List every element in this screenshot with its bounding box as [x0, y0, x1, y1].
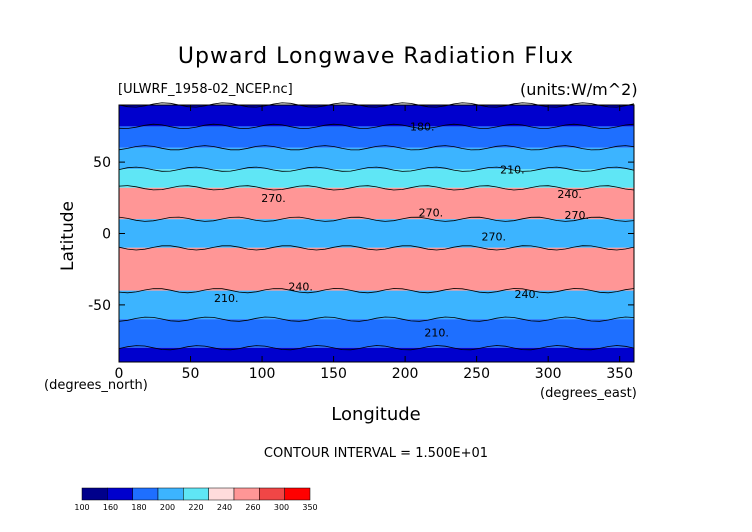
- colorbar-label-7: 300: [274, 503, 289, 512]
- contour-label-7: 240.: [288, 281, 313, 294]
- colorbar-label-2: 180: [131, 503, 146, 512]
- contour-label-3: 270.: [261, 192, 286, 205]
- contour-label-6: 270.: [482, 231, 507, 244]
- contour-line-4: [118, 185, 635, 191]
- colorbar-swatch-2: [132, 487, 159, 501]
- x-tick-label-4: 200: [392, 366, 419, 382]
- contour-label-4: 270.: [419, 206, 444, 219]
- y-axis-label: Latitude: [58, 201, 78, 271]
- y-unit-label: (degrees_north): [44, 378, 148, 393]
- heatmap-band-6: [119, 247, 634, 291]
- colorbar-label-4: 220: [188, 503, 203, 512]
- colorbar-swatch-6: [233, 487, 260, 501]
- contour-line-3: [118, 166, 635, 172]
- colorbar-label-8: 350: [302, 503, 317, 512]
- colorbar-label-6: 260: [245, 503, 260, 512]
- colorbar-label-3: 200: [160, 503, 175, 512]
- contour-line-1: [118, 123, 635, 129]
- y-tick-label-2: -50: [88, 298, 111, 314]
- x-axis-label: Longitude: [331, 404, 421, 425]
- contour-line-6: [118, 245, 635, 251]
- x-tick-label-2: 100: [249, 366, 276, 382]
- units-label: (units:W/m^2): [520, 80, 638, 99]
- colorbar-swatch-3: [157, 487, 184, 501]
- dataset-filename: [ULWRF_1958-02_NCEP.nc]: [118, 82, 293, 97]
- chart-title: Upward Longwave Radiation Flux: [177, 44, 575, 69]
- heatmap-band-7: [119, 290, 634, 320]
- x-tick-label-7: 350: [606, 366, 633, 382]
- heatmap-band-5: [119, 219, 634, 248]
- contour-line-7: [118, 288, 635, 294]
- colorbar-label-0: 100: [74, 503, 89, 512]
- colorbar-label-1: 160: [103, 503, 118, 512]
- heatmap-band-4: [119, 187, 634, 220]
- x-tick-label-1: 50: [182, 366, 200, 382]
- colorbar-swatch-5: [208, 487, 235, 501]
- contour-label-10: 210.: [424, 326, 449, 339]
- x-tick-label-5: 250: [463, 366, 490, 382]
- heatmap-band-1: [119, 126, 634, 148]
- x-tick-label-0: 0: [115, 366, 124, 382]
- contour-line-5: [118, 216, 635, 222]
- contour-label-9: 210.: [214, 292, 239, 305]
- contour-line-8: [118, 316, 635, 322]
- y-tick-label-0: 50: [93, 155, 111, 171]
- y-tick-label-1: 0: [102, 227, 111, 243]
- heatmap-band-2: [119, 147, 634, 170]
- colorbar-swatch-7: [259, 487, 285, 501]
- heatmap-band-9: [119, 347, 634, 362]
- contour-label-2: 240.: [557, 188, 582, 201]
- colorbar-swatch-0: [81, 487, 108, 501]
- contour-label-8: 240.: [514, 288, 539, 301]
- x-tick-label-3: 150: [320, 366, 347, 382]
- contour-label-0: 180.: [410, 121, 435, 134]
- contour-label-1: 210.: [500, 164, 525, 177]
- heatmap-band-0: [119, 105, 634, 127]
- x-tick-label-6: 300: [535, 366, 562, 382]
- colorbar-swatch-4: [183, 487, 209, 501]
- contour-interval-note: CONTOUR INTERVAL = 1.500E+01: [263, 446, 489, 461]
- x-unit-label: (degrees_east): [540, 386, 637, 401]
- colorbar-swatch-1: [107, 487, 133, 501]
- contour-label-5: 270.: [565, 209, 590, 222]
- contour-line-2: [118, 145, 635, 151]
- heatmap-band-3: [119, 169, 634, 188]
- heatmap-band-8: [119, 319, 634, 348]
- colorbar-swatch-8: [284, 487, 311, 501]
- contour-line-9: [118, 345, 635, 351]
- colorbar-label-5: 240: [217, 503, 232, 512]
